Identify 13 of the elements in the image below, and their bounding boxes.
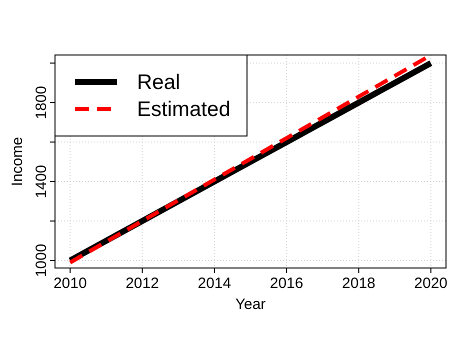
legend-label: Real bbox=[137, 71, 180, 94]
x-tick-label: 2010 bbox=[53, 275, 87, 292]
y-axis-title: Income bbox=[9, 136, 26, 186]
x-axis-title: Year bbox=[235, 296, 266, 313]
x-tick-label: 2012 bbox=[126, 275, 159, 292]
y-tick-label: 1400 bbox=[33, 164, 50, 198]
x-tick-label: 2020 bbox=[414, 275, 448, 292]
x-tick-label: 2014 bbox=[198, 275, 232, 292]
legend-label: Estimated bbox=[137, 98, 230, 121]
x-tick-label: 2018 bbox=[342, 275, 376, 292]
y-tick-label: 1800 bbox=[33, 86, 50, 120]
x-tick-label: 2016 bbox=[270, 275, 304, 292]
y-tick-label: 1000 bbox=[33, 244, 50, 278]
